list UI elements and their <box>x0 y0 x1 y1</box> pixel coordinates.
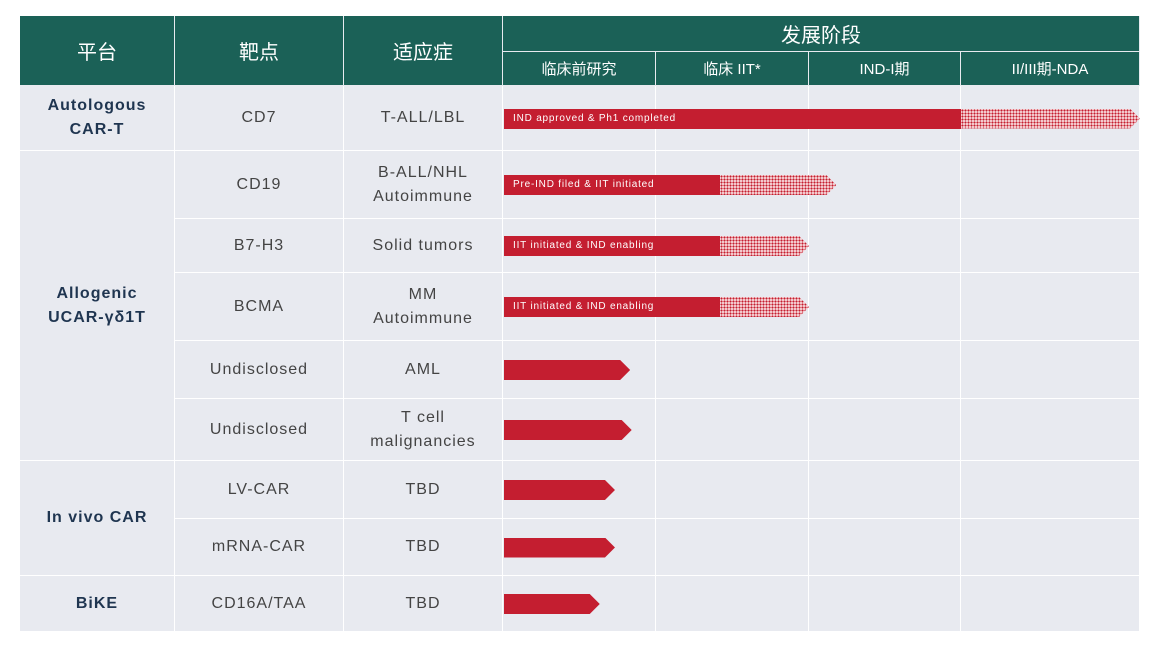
platform-cell: In vivo CAR <box>20 461 175 576</box>
indication-cell: TBD <box>344 576 503 632</box>
stage-cell <box>656 399 809 461</box>
indication-cell: TBD <box>344 461 503 519</box>
bar-completed <box>504 480 615 500</box>
header-stage-phase1: IND-I期 <box>809 52 961 86</box>
bar-in-progress <box>720 297 809 317</box>
stage-cell <box>809 341 961 399</box>
platform-cell: Allogenic UCAR-γδ1T <box>20 151 175 461</box>
target-cell: Undisclosed <box>175 341 344 399</box>
stage-cell <box>961 576 1140 632</box>
bar-completed <box>504 360 630 380</box>
header-platform: 平台 <box>20 16 175 86</box>
bar-label: Pre-IND filed & IIT initiated <box>513 179 655 190</box>
header-indication: 适应症 <box>344 16 503 86</box>
stage-cell <box>656 576 809 632</box>
header-stage-preclinical: 临床前研究 <box>503 52 656 86</box>
stage-cell <box>656 341 809 399</box>
bar-label: IIT initiated & IND enabling <box>513 240 655 251</box>
bar-in-progress <box>720 175 836 195</box>
stage-cell <box>656 519 809 576</box>
stage-cell <box>961 519 1140 576</box>
indication-cell: T-ALL/LBL <box>344 86 503 151</box>
bar-completed <box>504 236 721 256</box>
progress-bar: IIT initiated & IND enabling <box>504 236 809 256</box>
stage-cell <box>656 461 809 519</box>
progress-bar <box>504 480 615 500</box>
header-stage-group: 发展阶段 <box>503 16 1140 52</box>
stage-cell <box>961 151 1140 219</box>
bar-label: IND approved & Ph1 completed <box>513 112 677 124</box>
stage-cell <box>809 219 961 273</box>
bar-in-progress <box>720 236 809 256</box>
stage-cell <box>809 399 961 461</box>
progress-bar <box>504 594 600 614</box>
indication-cell: Solid tumors <box>344 219 503 273</box>
stage-cell <box>809 461 961 519</box>
progress-bar: IIT initiated & IND enabling <box>504 297 809 317</box>
target-cell: BCMA <box>175 273 344 341</box>
target-cell: B7-H3 <box>175 219 344 273</box>
stage-cell <box>809 576 961 632</box>
stage-cell <box>961 399 1140 461</box>
bar-completed <box>504 594 600 614</box>
stage-cell <box>961 273 1140 341</box>
bar-label: IIT initiated & IND enabling <box>513 301 655 312</box>
target-cell: Undisclosed <box>175 399 344 461</box>
indication-cell: T cell malignancies <box>344 399 503 461</box>
platform-cell: BiKE <box>20 576 175 632</box>
platform-cell: Autologous CAR-T <box>20 86 175 151</box>
target-cell: mRNA-CAR <box>175 519 344 576</box>
stage-cell <box>961 219 1140 273</box>
progress-bar <box>504 538 615 558</box>
bar-completed <box>504 175 721 195</box>
progress-bar <box>504 360 630 380</box>
indication-cell: AML <box>344 341 503 399</box>
target-cell: CD19 <box>175 151 344 219</box>
bar-in-progress <box>961 109 1140 129</box>
bar-completed <box>504 538 615 558</box>
indication-cell: B-ALL/NHL Autoimmune <box>344 151 503 219</box>
stage-cell <box>961 461 1140 519</box>
stage-cell <box>809 273 961 341</box>
stage-cell <box>809 519 961 576</box>
indication-cell: TBD <box>344 519 503 576</box>
target-cell: LV-CAR <box>175 461 344 519</box>
target-cell: CD7 <box>175 86 344 151</box>
progress-bar: Pre-IND filed & IIT initiated <box>504 175 836 195</box>
header-stage-iit: 临床 IIT* <box>656 52 809 86</box>
target-cell: CD16A/TAA <box>175 576 344 632</box>
bar-completed <box>504 108 961 129</box>
progress-bar: IND approved & Ph1 completed <box>504 108 1140 129</box>
header-target: 靶点 <box>175 16 344 86</box>
stage-cell <box>961 341 1140 399</box>
progress-bar <box>504 420 632 440</box>
indication-cell: MM Autoimmune <box>344 273 503 341</box>
bar-completed <box>504 297 721 317</box>
header-stage-phase23-nda: II/III期-NDA <box>961 52 1140 86</box>
bar-completed <box>504 420 632 440</box>
